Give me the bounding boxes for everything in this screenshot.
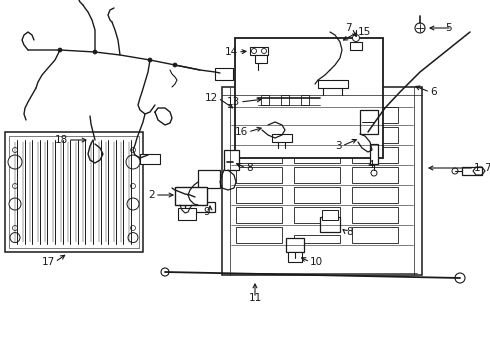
Bar	[294, 187, 340, 203]
Bar	[322, 210, 338, 220]
Bar	[360, 110, 378, 134]
Bar	[255, 55, 267, 63]
Text: 3: 3	[335, 141, 342, 151]
Circle shape	[126, 155, 140, 169]
Circle shape	[371, 170, 377, 176]
Text: 10: 10	[310, 257, 323, 267]
Text: 1: 1	[474, 163, 481, 173]
Bar	[294, 207, 340, 223]
Text: 6: 6	[430, 87, 437, 97]
Circle shape	[130, 148, 136, 153]
Bar	[352, 207, 398, 223]
Bar	[352, 127, 398, 143]
Bar	[352, 147, 398, 163]
Circle shape	[58, 48, 62, 52]
Text: 8: 8	[246, 163, 253, 173]
Bar	[294, 167, 340, 183]
Text: 12: 12	[205, 93, 218, 103]
Bar	[352, 187, 398, 203]
Circle shape	[173, 63, 177, 67]
Bar	[140, 154, 160, 164]
Circle shape	[93, 50, 97, 54]
Bar	[236, 147, 282, 163]
Text: 17: 17	[42, 257, 55, 267]
Bar	[301, 95, 309, 105]
Bar	[272, 134, 292, 142]
Bar	[370, 144, 378, 164]
Bar	[236, 107, 282, 123]
Bar	[235, 38, 383, 158]
Circle shape	[251, 49, 256, 54]
Bar	[294, 107, 340, 123]
Circle shape	[452, 168, 458, 174]
Bar	[236, 207, 282, 223]
Text: 4: 4	[368, 160, 374, 170]
Text: 2: 2	[148, 190, 155, 200]
Circle shape	[128, 233, 138, 243]
Bar	[9, 136, 139, 248]
Bar	[198, 170, 220, 188]
Bar	[352, 227, 398, 243]
Text: 7: 7	[345, 23, 352, 33]
Bar	[294, 127, 340, 143]
Circle shape	[8, 155, 22, 169]
Bar	[352, 107, 398, 123]
Bar	[462, 167, 482, 175]
Bar	[294, 235, 340, 243]
Bar	[185, 202, 215, 212]
Bar	[261, 95, 269, 105]
Bar	[352, 167, 398, 183]
Bar	[236, 127, 282, 143]
Circle shape	[161, 268, 169, 276]
Circle shape	[127, 198, 139, 210]
Bar	[288, 252, 302, 262]
Bar	[294, 147, 340, 163]
Text: 8: 8	[346, 227, 353, 237]
Circle shape	[352, 35, 360, 41]
Text: 9: 9	[203, 207, 210, 217]
Bar	[5, 132, 143, 252]
Bar	[250, 47, 268, 55]
Circle shape	[262, 49, 267, 54]
Circle shape	[148, 58, 152, 62]
Text: 13: 13	[227, 97, 240, 107]
Text: 11: 11	[248, 293, 262, 303]
Bar	[222, 87, 422, 275]
Circle shape	[9, 198, 21, 210]
Circle shape	[130, 225, 136, 230]
Circle shape	[13, 225, 18, 230]
Circle shape	[415, 23, 425, 33]
Bar	[286, 238, 304, 252]
Bar	[175, 187, 207, 205]
Circle shape	[13, 184, 18, 189]
Bar	[236, 187, 282, 203]
Bar	[215, 68, 233, 80]
Circle shape	[10, 233, 20, 243]
Circle shape	[13, 148, 18, 153]
Bar	[318, 80, 348, 88]
Bar	[236, 167, 282, 183]
Bar	[224, 150, 239, 170]
Circle shape	[130, 184, 136, 189]
Text: 16: 16	[235, 127, 248, 137]
Bar	[281, 95, 289, 105]
Text: 15: 15	[358, 27, 371, 37]
Bar	[236, 227, 282, 243]
Bar	[350, 42, 362, 50]
Text: 5: 5	[445, 23, 452, 33]
Circle shape	[455, 273, 465, 283]
Bar	[178, 208, 196, 220]
Text: 14: 14	[225, 47, 238, 57]
Text: 7: 7	[484, 163, 490, 173]
Text: 18: 18	[55, 135, 68, 145]
Bar	[320, 217, 340, 232]
